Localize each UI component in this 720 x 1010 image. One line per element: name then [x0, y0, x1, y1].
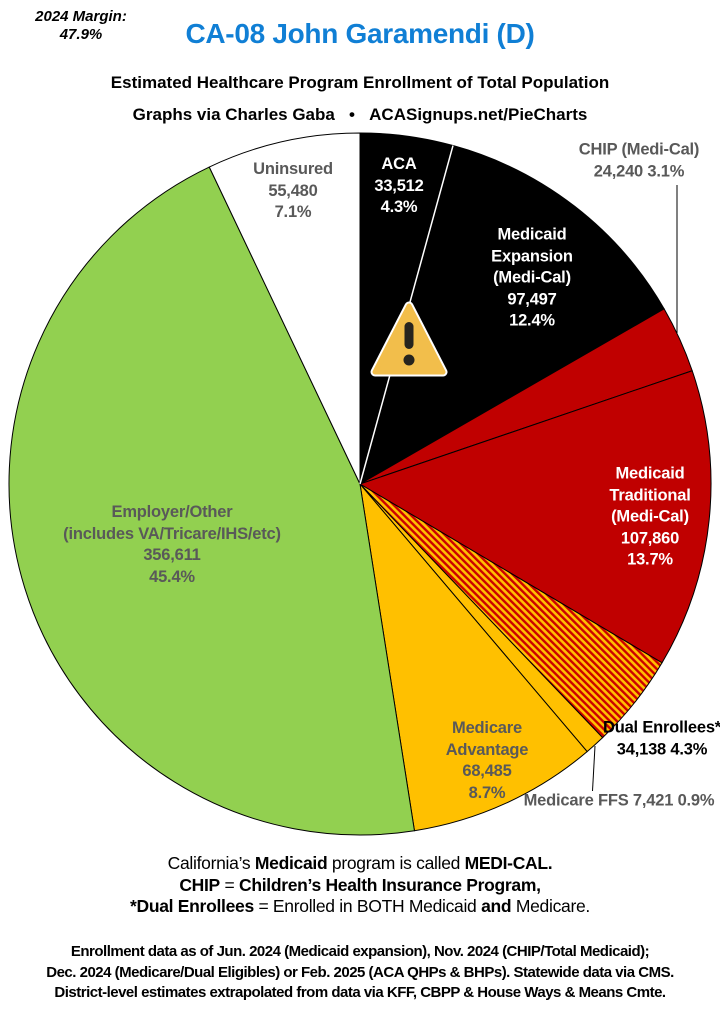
pie-label-medicaid-traditional: Medicaid Traditional (Medi-Cal) 107,860 13.7…: [609, 464, 691, 569]
pie-label-medicaid-expansion: Medicaid Expansion (Medi-Cal) 97,497 12.4%: [491, 225, 573, 330]
footer-line-2: Dec. 2024 (Medicare/Dual Eligibles) or F…: [46, 963, 674, 981]
medicare-ffs-leader-line: [592, 745, 596, 792]
warning-icon: [370, 301, 448, 377]
chart-byline: Graphs via Charles Gaba • ACASignups.net…: [132, 105, 588, 124]
pie-label-employer-other: Employer/Other (includes VA/Tricare/IHS/e…: [63, 503, 281, 586]
footer-block: Enrollment data as of Jun. 2024 (Medicai…: [0, 942, 720, 1004]
pie-chart-region: ACA 33,512 4.3% Medicaid Expansion (Medi-Cal…: [0, 120, 720, 840]
chart-subtitle: Estimated Healthcare Program Enrollment …: [110, 73, 610, 92]
notes-block: California’s Medicaid program is called …: [0, 853, 720, 918]
footer-line-3: District-level estimates extrapolated fr…: [54, 984, 666, 1001]
note-line-1: California’s Medicaid program is called …: [167, 853, 553, 873]
pie-segment-7: [359, 483, 588, 832]
footer-line-1: Enrollment data as of Jun. 2024 (Medicai…: [70, 943, 650, 960]
note-line-2: CHIP = Children’s Health Insurance Progr…: [179, 874, 541, 895]
pie-segment-9: [208, 132, 361, 485]
pie-segment-8: [8, 166, 415, 836]
pie-label-uninsured: Uninsured 55,480 7.1%: [253, 159, 333, 221]
pie-label-aca: ACA 33,512 4.3%: [374, 154, 424, 216]
pie-label-dual-enrollees: Dual Enrollees* 34,138 4.3%: [602, 718, 720, 759]
margin-note: 2024 Margin: 47.9%: [35, 8, 127, 43]
pie-segment-2: [359, 145, 665, 485]
page-title: CA-08 John Garamendi (D): [185, 18, 535, 49]
pie-label-chip: CHIP (Medi-Cal) 24,240 3.1%: [578, 140, 700, 181]
note-line-3: *Dual Enrollees = Enrolled in BOTH Medic…: [130, 896, 590, 916]
pie-segment-4: [359, 370, 712, 664]
pie-label-medicare-ffs: Medicare FFS 7,421 0.9%: [523, 791, 715, 810]
pie-label-medicare-advantage: Medicare Advantage 68,485 8.7%: [445, 719, 529, 802]
